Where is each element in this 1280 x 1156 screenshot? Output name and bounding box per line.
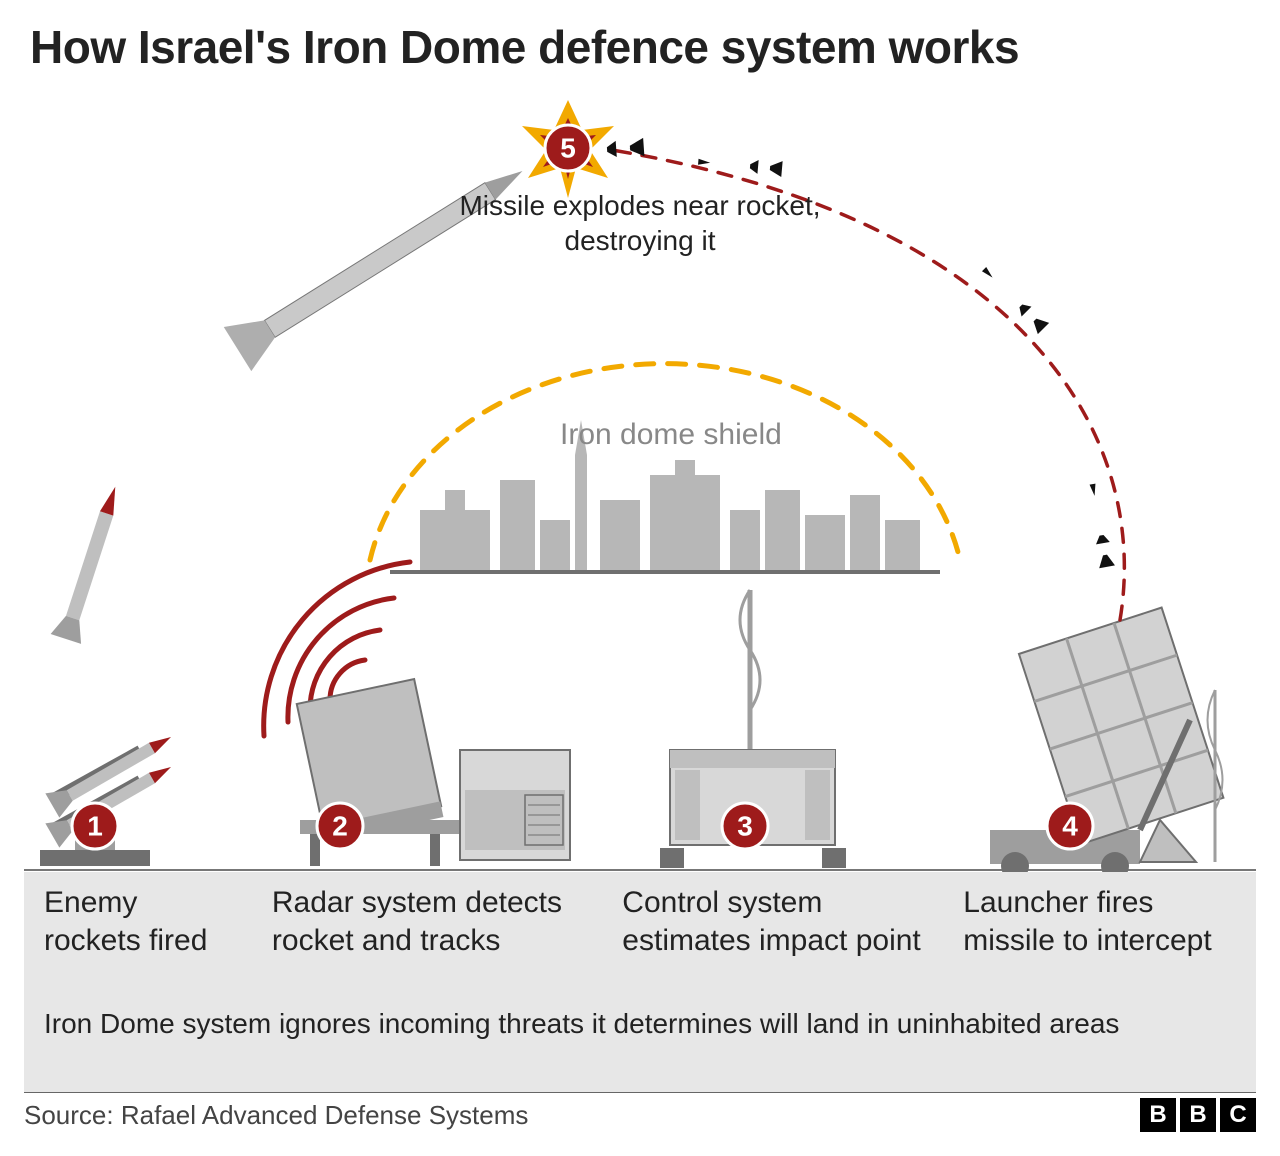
captions-row: Enemy rockets fired Radar system detects… [24, 878, 1256, 959]
interceptor-3 [698, 154, 783, 177]
caption-1: Enemy rockets fired [24, 878, 252, 959]
source-row: Source: Rafael Advanced Defense Systems … [24, 1098, 1256, 1132]
svg-text:5: 5 [560, 133, 576, 164]
badge-2: 2 [317, 803, 363, 849]
interceptor-launcher [990, 608, 1223, 880]
shield-label: Iron dome shield [560, 418, 782, 452]
badge-3: 3 [722, 803, 768, 849]
caption-4: Launcher fires missile to intercept [943, 878, 1256, 959]
caption-3: Control system estimates impact point [602, 878, 943, 959]
badge-5: 5 [545, 125, 591, 171]
interceptor-1 [1085, 483, 1115, 569]
infographic: How Israel's Iron Dome defence system wo… [0, 0, 1280, 1156]
enemy-rocket-flying [51, 482, 131, 644]
badge-1: 1 [72, 803, 118, 849]
radar-unit [264, 562, 570, 866]
incoming-rocket [224, 149, 537, 371]
svg-text:4: 4 [1062, 811, 1078, 842]
interceptor-2 [978, 263, 1049, 334]
bbc-b1: B [1140, 1098, 1176, 1132]
bbc-c: C [1220, 1098, 1256, 1132]
bbc-b2: B [1180, 1098, 1216, 1132]
svg-text:2: 2 [332, 811, 348, 842]
svg-text:3: 3 [737, 811, 753, 842]
caption-2: Radar system detects rocket and tracks [252, 878, 602, 959]
step5-caption: Missile explodes near rocket, destroying… [450, 188, 830, 258]
svg-text:1: 1 [87, 811, 103, 842]
footnote: Iron Dome system ignores incoming threat… [44, 1006, 1220, 1042]
source-text: Source: Rafael Advanced Defense Systems [24, 1100, 528, 1131]
badge-4: 4 [1047, 803, 1093, 849]
bbc-logo: B B C [1140, 1098, 1256, 1132]
